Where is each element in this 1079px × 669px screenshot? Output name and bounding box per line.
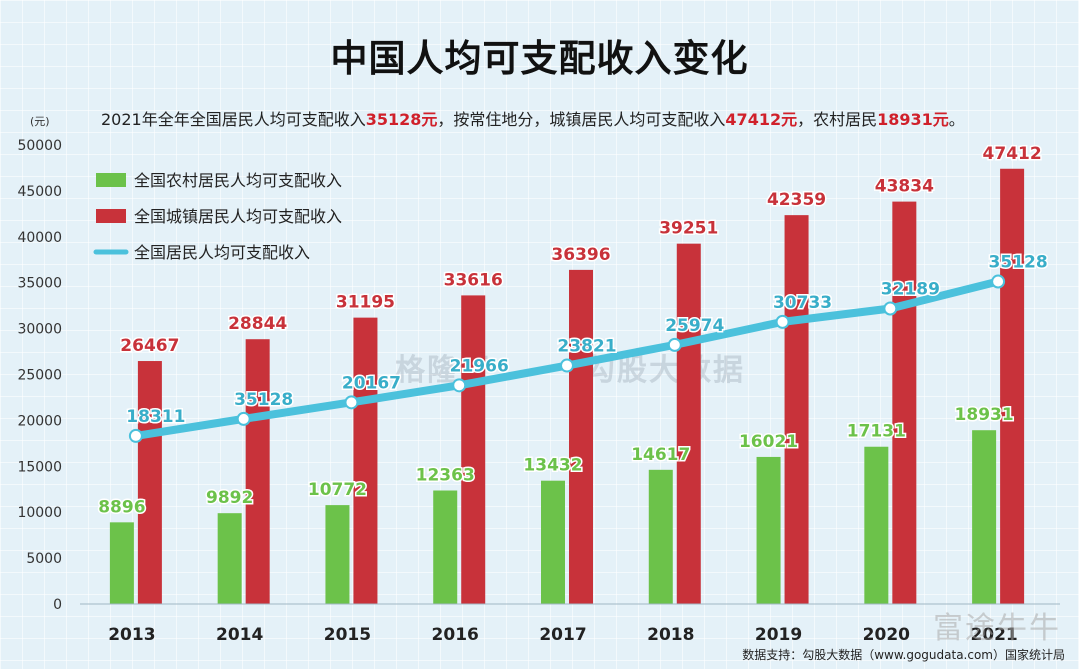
data-label-urban: 42359 <box>767 190 826 210</box>
data-label-urban: 28844 <box>228 314 287 334</box>
x-tick-label: 2015 <box>324 625 371 645</box>
data-label-national: 18311 <box>126 407 185 427</box>
bar-urban <box>137 361 162 604</box>
data-label-national: 35128 <box>234 390 293 410</box>
data-label-urban: 47412 <box>983 144 1042 164</box>
y-tick-label: 40000 <box>17 230 62 246</box>
data-label-urban: 33616 <box>444 270 503 290</box>
data-label-rural: 13432 <box>523 456 582 476</box>
data-label-urban: 36396 <box>551 245 610 265</box>
y-tick-label: 25000 <box>17 368 62 384</box>
data-label-rural: 17131 <box>847 422 906 442</box>
y-tick-label: 5000 <box>26 551 62 567</box>
data-label-national: 23821 <box>557 337 616 357</box>
legend-swatch <box>96 173 126 187</box>
legend-swatch <box>96 209 126 223</box>
chart-subtitle: 2021年全年全国居民人均可支配收入35128元，按常住地分，城镇居民人均可支配… <box>101 106 965 130</box>
bar-urban <box>676 243 701 604</box>
bar-urban <box>784 215 809 604</box>
bar-rural <box>972 430 997 604</box>
x-tick-label: 2016 <box>432 625 479 645</box>
bar-rural <box>109 522 134 604</box>
x-tick-label: 2014 <box>216 625 263 645</box>
y-tick-label: 0 <box>53 597 62 613</box>
x-tick-label: 2018 <box>647 625 694 645</box>
bar-rural <box>648 469 673 604</box>
point-national <box>991 274 1006 289</box>
x-tick-label: 2021 <box>970 625 1017 645</box>
data-label-national: 25974 <box>665 316 724 336</box>
y-tick-label: 30000 <box>17 322 62 338</box>
legend-label: 全国城镇居民人均可支配收入 <box>134 207 342 226</box>
bar-rural <box>325 505 350 604</box>
x-tick-label: 2013 <box>108 625 155 645</box>
data-label-urban: 26467 <box>120 336 179 356</box>
y-tick-label: 45000 <box>17 184 62 200</box>
point-national <box>883 301 898 316</box>
point-national <box>236 411 251 426</box>
subtitle-national-value: 35128元 <box>365 110 438 129</box>
data-label-rural: 10772 <box>308 480 367 500</box>
x-tick-label: 2017 <box>539 625 586 645</box>
data-label-rural: 9892 <box>206 488 253 508</box>
data-label-urban: 39251 <box>659 219 718 239</box>
point-national <box>452 378 467 393</box>
data-source: 数据支持：勾股大数据（www.gogudata.com）国家统计局 <box>742 648 1065 662</box>
data-label-national: 20167 <box>342 373 401 393</box>
y-tick-label: 10000 <box>17 505 62 521</box>
data-label-national: 30733 <box>773 293 832 313</box>
subtitle-text-3: ，农村居民 <box>797 110 878 129</box>
bar-rural <box>541 480 565 604</box>
subtitle-text-4: 。 <box>948 110 965 129</box>
legend-label: 全国农村居民人均可支配收入 <box>134 171 342 190</box>
y-tick-label: 50000 <box>17 138 62 154</box>
point-national <box>667 337 682 352</box>
data-label-national: 21966 <box>450 356 509 376</box>
data-label-rural: 8896 <box>98 497 145 517</box>
bar-urban <box>892 201 917 604</box>
data-label-rural: 18931 <box>955 405 1014 425</box>
x-tick-label: 2020 <box>863 625 910 645</box>
data-label-national: 35128 <box>989 253 1048 273</box>
bar-rural <box>217 513 242 604</box>
point-national <box>344 395 359 410</box>
data-label-rural: 16021 <box>739 432 798 452</box>
subtitle-rural-value: 18931元 <box>877 110 949 129</box>
bar-rural <box>864 446 889 604</box>
y-tick-label: 35000 <box>17 276 62 292</box>
data-label-urban: 31195 <box>336 293 395 313</box>
y-tick-label: 15000 <box>17 459 62 475</box>
bar-urban <box>461 295 486 604</box>
data-label-rural: 14617 <box>631 445 690 465</box>
chart-title: 中国人均可支配收入变化 <box>330 37 749 80</box>
y-axis-unit: (元) <box>30 115 50 128</box>
bar-urban <box>353 317 378 604</box>
bar-urban <box>1000 168 1025 604</box>
data-label-urban: 43834 <box>875 177 934 197</box>
bar-rural <box>433 490 458 604</box>
y-tick-label: 20000 <box>17 413 62 429</box>
bar-urban <box>245 339 270 604</box>
bar-urban <box>569 269 593 604</box>
point-national <box>128 428 143 443</box>
subtitle-urban-value: 47412元 <box>725 110 798 129</box>
x-tick-label: 2019 <box>755 625 802 645</box>
legend-label: 全国居民人均可支配收入 <box>134 243 310 262</box>
subtitle-text-2: ，按常住地分，城镇居民人均可支配收入 <box>437 110 726 129</box>
bar-rural <box>756 456 781 604</box>
data-label-national: 32189 <box>881 280 940 300</box>
subtitle-text-1: 2021年全年全国居民人均可支配收入 <box>101 110 366 129</box>
data-label-rural: 12363 <box>416 466 475 486</box>
point-national <box>560 358 574 373</box>
watermark-futu: 富途牛牛 <box>933 611 1061 646</box>
point-national <box>775 314 790 329</box>
